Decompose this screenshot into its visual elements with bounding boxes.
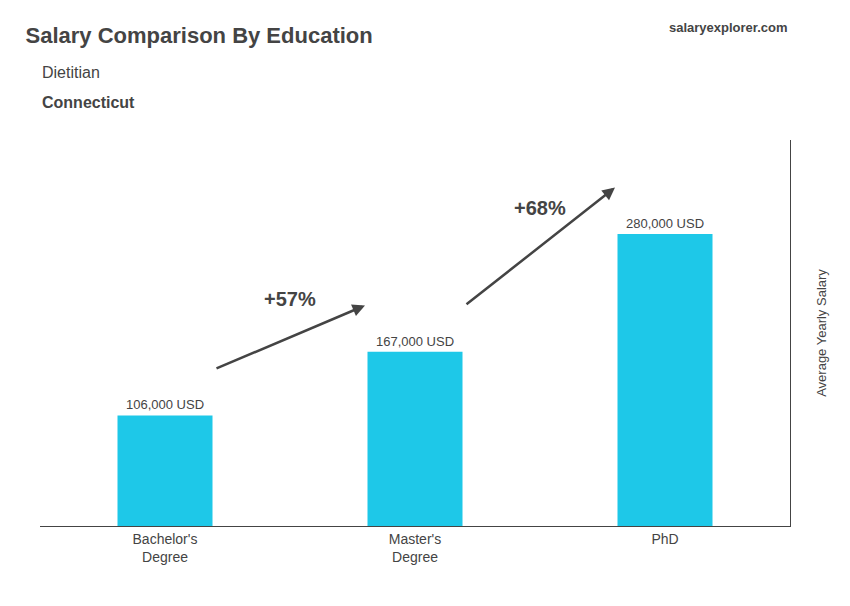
svg-text:salaryexplorer.com: salaryexplorer.com — [669, 20, 788, 35]
svg-text:280,000 USD: 280,000 USD — [626, 216, 704, 231]
svg-text:+57%: +57% — [264, 288, 316, 310]
svg-text:Dietitian: Dietitian — [42, 64, 100, 81]
svg-text:+68%: +68% — [514, 197, 566, 219]
svg-text:Master'sDegree: Master'sDegree — [389, 531, 441, 565]
svg-text:Connecticut: Connecticut — [42, 94, 135, 111]
svg-text:PhD: PhD — [651, 531, 678, 547]
svg-text:Bachelor'sDegree: Bachelor'sDegree — [133, 531, 198, 565]
svg-text:Average Yearly Salary: Average Yearly Salary — [814, 269, 829, 397]
svg-text:Salary Comparison By Education: Salary Comparison By Education — [26, 23, 373, 48]
svg-text:106,000 USD: 106,000 USD — [126, 397, 204, 412]
svg-text:167,000 USD: 167,000 USD — [376, 334, 454, 349]
